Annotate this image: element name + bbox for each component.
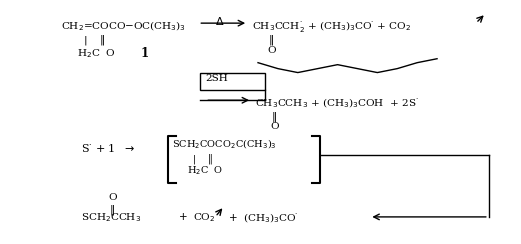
Text: $+$  (CH$_3$)$_3$CO$^{\cdot}$: $+$ (CH$_3$)$_3$CO$^{\cdot}$ [228,211,299,224]
Text: O: O [267,46,276,55]
Text: $\Vert$: $\Vert$ [268,33,274,47]
Text: S$^{\cdot}$ + 1  $\rightarrow$: S$^{\cdot}$ + 1 $\rightarrow$ [81,142,135,154]
Text: H$_2$C  O: H$_2$C O [77,47,116,60]
Text: 2SH: 2SH [205,73,228,82]
Text: $+$: $+$ [178,211,188,222]
Text: $\Vert$: $\Vert$ [109,203,115,217]
Text: |    $\Vert$: | $\Vert$ [83,33,106,47]
Text: CH$_2$=COCO$-$OC(CH$_3$)$_3$: CH$_2$=COCO$-$OC(CH$_3$)$_3$ [61,19,186,33]
Text: |    $\Vert$: | $\Vert$ [192,152,214,166]
Text: CH$_3$CCH$_3$ + (CH$_3$)$_3$COH  + 2S$^{\cdot}$: CH$_3$CCH$_3$ + (CH$_3$)$_3$COH + 2S$^{\… [255,96,419,110]
Text: SCH$_2$CCH$_3$: SCH$_2$CCH$_3$ [81,211,141,224]
Text: O: O [109,193,117,202]
Text: SCH$_2$COCO$_2$C(CH$_3$)$_3$: SCH$_2$COCO$_2$C(CH$_3$)$_3$ [172,138,277,152]
Text: O: O [270,122,279,131]
Text: CH$_3$CCH$_2^{\cdot}$ + (CH$_3$)$_3$CO$^{\cdot}$ + CO$_2$: CH$_3$CCH$_2^{\cdot}$ + (CH$_3$)$_3$CO$^… [252,19,411,34]
Text: H$_2$C  O: H$_2$C O [188,164,224,177]
Text: CO$_2$: CO$_2$ [193,211,216,224]
Text: $\Delta$: $\Delta$ [215,15,225,27]
Bar [200,72,265,90]
Text: $\Vert$: $\Vert$ [271,110,277,124]
Text: 1: 1 [141,47,149,60]
